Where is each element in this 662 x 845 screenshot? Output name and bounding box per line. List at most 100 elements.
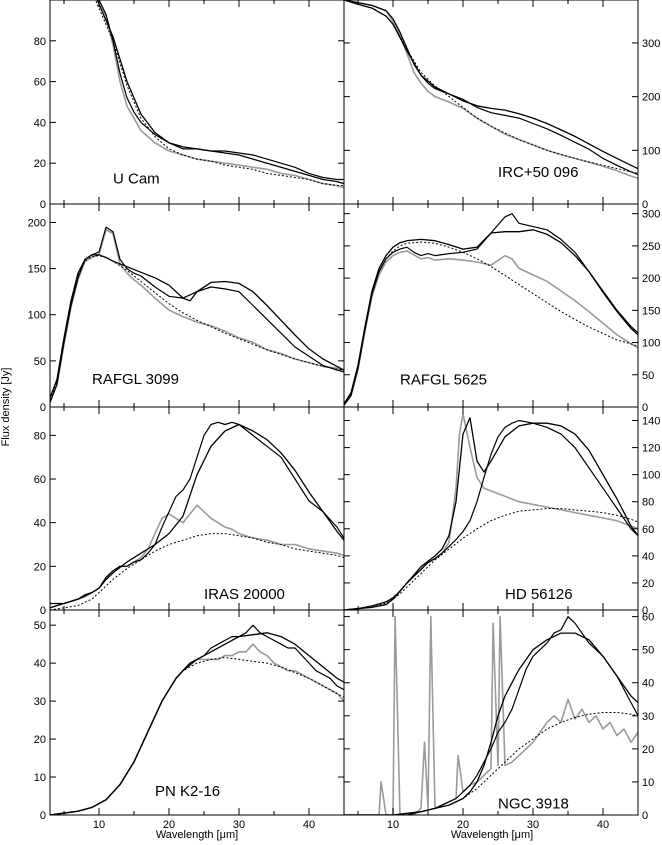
y-tick-label: 20: [34, 561, 46, 573]
series-spectrum-black: [344, 615, 638, 815]
series-spectrum-black: [344, 213, 638, 406]
panel-label-rafgl-5625: RAFGL 5625: [400, 371, 487, 388]
y-tick-label: 100: [642, 338, 660, 350]
series-spectrum-gray: [344, 250, 638, 406]
y-tick-label: 150: [28, 264, 46, 276]
series-model-dotted: [344, 508, 638, 610]
panel-frame: [49, 406, 345, 611]
y-tick-label: 40: [34, 117, 46, 129]
y-tick-label: 0: [642, 402, 648, 414]
panel-label-iras-20000: IRAS 20000: [204, 586, 285, 603]
series-model-solid: [344, 229, 638, 405]
series-spectrum-gray: [50, 229, 344, 403]
panel-irc-50-096: 0 100 200 300 IRC+50 096: [343, 0, 660, 211]
series-spectrum-black: [50, 421, 344, 609]
x-tick-label: 40: [303, 819, 315, 831]
panel-label-pn-k2-16: PN K2-16: [155, 783, 220, 800]
panel-series-group: [50, 421, 344, 610]
series-model-solid: [344, 417, 638, 610]
y-tick-label: 20: [34, 734, 46, 746]
y-tick-label: 0: [642, 810, 648, 822]
y-tick-label: 50: [642, 645, 654, 657]
series-model-solid: [50, 632, 344, 815]
y-tick-label: 300: [642, 209, 660, 221]
y-tick-label: 20: [642, 744, 654, 756]
y-tick-label: 300: [642, 38, 660, 50]
panel-frame: [343, 609, 639, 816]
panel-series-group: [94, 0, 344, 189]
y-tick-label: 200: [642, 273, 660, 285]
y-tick-label: 100: [642, 145, 660, 157]
y-tick-label: 0: [40, 810, 46, 822]
panel-series-group: [344, 615, 638, 815]
panel-series-group: [344, 213, 638, 406]
panel-label-ngc-3918: NGC 3918: [498, 795, 569, 812]
y-tick-label: 60: [642, 612, 654, 624]
y-tick-label: 0: [40, 199, 46, 211]
panel-label-hd-56126: HD 56126: [505, 586, 573, 603]
y-tick-label: 80: [34, 430, 46, 442]
series-model-solid: [50, 254, 344, 399]
panel-series-group: [344, 412, 638, 610]
panel-hd-56126: 0 20 40 60 80 100 120 140 HD 56126: [343, 406, 660, 617]
y-tick-label: 40: [642, 551, 654, 563]
x-tick-label: 40: [597, 819, 609, 831]
series-model-dotted: [94, 0, 344, 187]
x-tick-label: 20: [163, 819, 175, 831]
y-axis-title: Flux density [Jy]: [0, 368, 12, 447]
y-tick-label: 40: [34, 518, 46, 530]
x-tick-label: 30: [527, 819, 539, 831]
y-tick-label: 60: [642, 524, 654, 536]
series-spectrum-gray: [344, 615, 638, 815]
series-spectrum-black: [50, 226, 344, 403]
y-tick-label: 80: [34, 36, 46, 48]
panel-label-rafgl-3099: RAFGL 3099: [92, 371, 179, 388]
y-tick-label: 30: [34, 696, 46, 708]
y-tick-label: 50: [34, 356, 46, 368]
series-model-dotted: [344, 712, 638, 815]
series-model-dotted: [344, 241, 638, 405]
panel-label-irc-50-096: IRC+50 096: [498, 164, 578, 181]
panel-rafgl-5625: 0 50 100 150 200 250 300 RAFGL 5625: [343, 203, 660, 414]
series-spectrum-black: [98, 0, 344, 181]
y-tick-label: 40: [642, 678, 654, 690]
y-tick-label: 20: [642, 578, 654, 590]
panel-frame: [343, 203, 639, 408]
y-tick-label: 200: [642, 92, 660, 104]
y-tick-label: 50: [642, 370, 654, 382]
y-tick-label: 100: [28, 310, 46, 322]
y-tick-label: 50: [34, 620, 46, 632]
y-tick-label: 0: [40, 402, 46, 414]
series-model-solid: [50, 423, 344, 605]
y-tick-label: 120: [642, 443, 660, 455]
panel-pn-k2-16: 10 20 30 40 0 10 20 30 40 50 PN K2-16: [34, 609, 345, 831]
series-model-dotted: [344, 0, 638, 174]
x-axis-title-left: Wavelength [μm]: [156, 829, 238, 841]
series-spectrum-gray: [50, 504, 344, 609]
y-tick-label: 0: [40, 605, 46, 617]
series-model-solid: [96, 0, 344, 185]
y-tick-label: 10: [642, 777, 654, 789]
y-tick-label: 80: [642, 497, 654, 509]
y-tick-label: 0: [642, 605, 648, 617]
y-tick-label: 60: [34, 474, 46, 486]
series-spectrum-gray: [344, 0, 638, 179]
panel-series-group: [344, 0, 638, 179]
y-tick-label: 250: [642, 241, 660, 253]
panel-u-cam: 0 20 40 60 80 U Cam: [34, 0, 345, 211]
panel-ngc-3918: 10 20 30 40 0 10 20 30 40 50 60 NGC 3918: [343, 609, 654, 831]
series-model-solid: [344, 632, 638, 815]
y-tick-label: 150: [642, 305, 660, 317]
panel-series-group: [50, 226, 344, 403]
y-tick-label: 60: [34, 77, 46, 89]
y-tick-label: 20: [34, 158, 46, 170]
series-spectrum-black: [344, 419, 638, 610]
y-tick-label: 30: [642, 711, 654, 723]
panel-rafgl-3099: 0 50 100 150 200 RAFGL 3099: [28, 203, 345, 414]
panel-series-group: [50, 624, 344, 815]
y-tick-label: 100: [642, 470, 660, 482]
y-tick-label: 140: [642, 416, 660, 428]
y-tick-label: 10: [34, 772, 46, 784]
